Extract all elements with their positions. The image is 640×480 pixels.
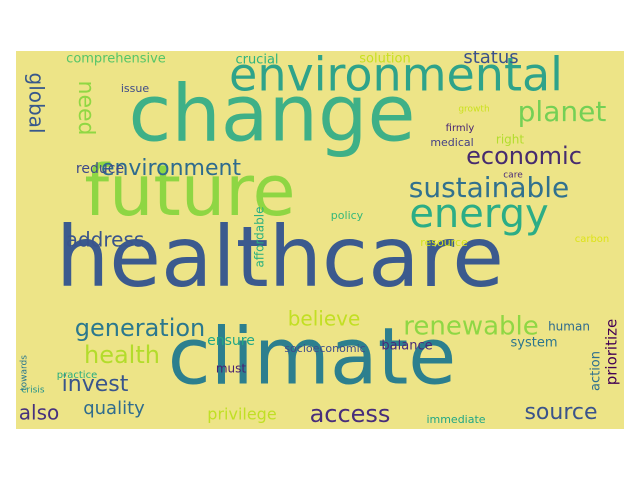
cloud-word-status: status bbox=[463, 51, 518, 68]
cloud-word-system: system bbox=[511, 336, 558, 351]
cloud-word-need: need bbox=[73, 81, 98, 136]
cloud-word-reduce: reduce bbox=[76, 161, 124, 177]
cloud-word-environment: environment bbox=[101, 156, 241, 181]
cloud-word-resource: resource bbox=[420, 236, 468, 249]
cloud-word-medical: medical bbox=[430, 136, 473, 149]
cloud-word-believe: believe bbox=[288, 307, 361, 331]
cloud-word-health: health bbox=[84, 341, 160, 369]
cloud-word-also: also bbox=[19, 401, 59, 425]
cloud-word-global: global bbox=[25, 73, 49, 134]
cloud-word-economic: economic bbox=[466, 142, 582, 170]
cloud-word-firmly: firmly bbox=[446, 123, 475, 134]
cloud-word-source: source bbox=[524, 400, 597, 425]
cloud-word-generation: generation bbox=[75, 314, 206, 342]
cloud-word-quality: quality bbox=[83, 398, 145, 419]
cloud-word-balance: balance bbox=[381, 339, 432, 354]
word-cloud-canvas: healthcareclimatechangefutureenvironment… bbox=[19, 51, 621, 428]
cloud-word-planet: planet bbox=[518, 95, 607, 128]
cloud-word-towards: towards bbox=[20, 355, 30, 391]
cloud-word-sustainable: sustainable bbox=[409, 171, 570, 204]
cloud-word-action: action bbox=[589, 351, 604, 391]
cloud-word-must: must bbox=[216, 362, 247, 376]
cloud-word-environmental: environmental bbox=[229, 51, 563, 102]
cloud-word-policy: policy bbox=[331, 209, 364, 222]
word-cloud: healthcare climate change future environment… bbox=[16, 51, 624, 429]
cloud-word-solution: solution bbox=[359, 52, 410, 67]
cloud-word-issue: issue bbox=[121, 82, 149, 95]
cloud-word-access: access bbox=[310, 400, 391, 428]
cloud-word-renewable: renewable bbox=[403, 312, 539, 342]
cloud-word-immediate: immediate bbox=[426, 413, 485, 426]
cloud-word-address: address bbox=[66, 228, 145, 252]
cloud-word-socioeconomic: socioeconomic bbox=[284, 342, 365, 355]
cloud-word-growth: growth bbox=[458, 105, 489, 115]
cloud-word-crucial: crucial bbox=[235, 53, 278, 68]
cloud-word-practice: practice bbox=[57, 370, 97, 381]
cloud-word-future: future bbox=[84, 150, 295, 232]
cloud-word-healthcare: healthcare bbox=[56, 208, 504, 306]
cloud-word-ensure: ensure bbox=[207, 333, 255, 349]
cloud-word-energy: energy bbox=[409, 191, 548, 237]
cloud-word-affordable: affordable bbox=[253, 207, 267, 268]
cloud-word-crisis: crisis bbox=[21, 386, 44, 396]
cloud-word-invest: invest bbox=[62, 372, 129, 397]
cloud-word-climate: climate bbox=[168, 312, 457, 402]
cloud-word-privilege: privilege bbox=[207, 405, 276, 424]
cloud-word-right: right bbox=[496, 133, 524, 147]
cloud-word-prioritize: prioritize bbox=[603, 319, 621, 386]
cloud-word-carbon: carbon bbox=[575, 234, 610, 245]
cloud-word-change: change bbox=[128, 69, 415, 159]
cloud-word-care: care bbox=[503, 171, 523, 181]
cloud-word-human: human bbox=[548, 320, 590, 334]
cloud-word-comprehensive: comprehensive bbox=[66, 52, 166, 67]
